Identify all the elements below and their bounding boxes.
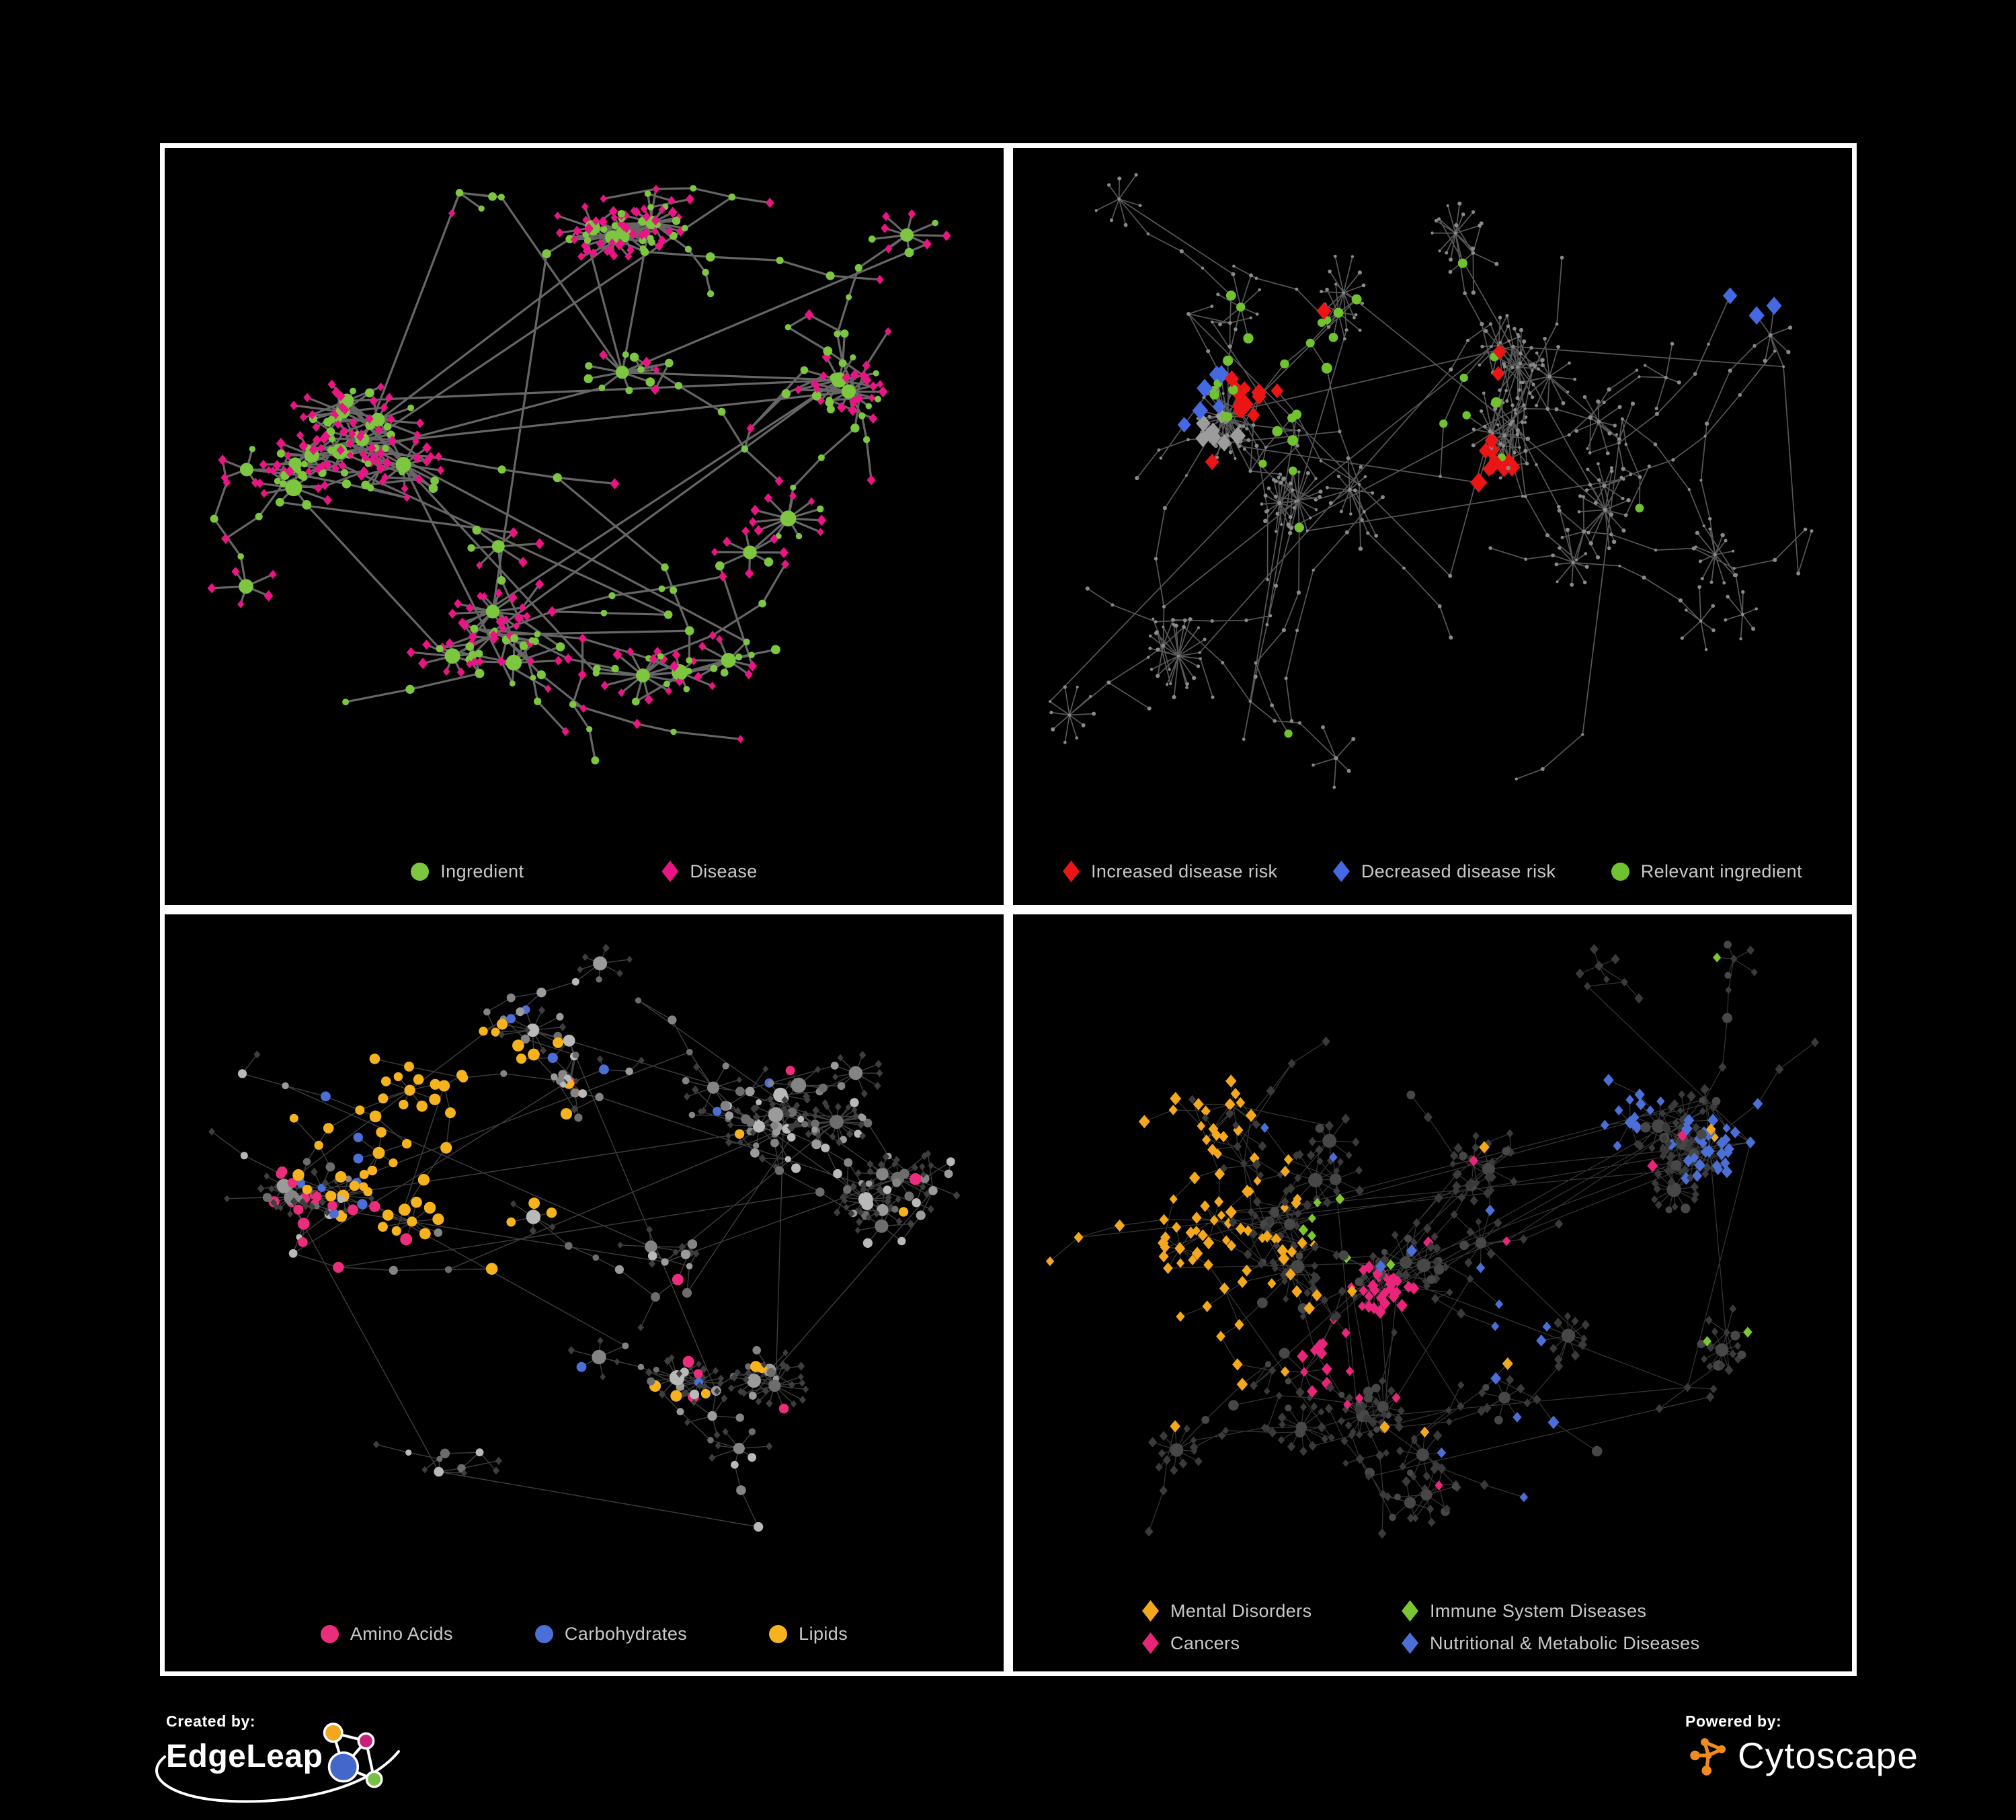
credit-edgeleap: Created by: EdgeLeap [155,1712,408,1805]
nutritional-metabolic-diseases-diamond-icon [1402,1632,1418,1654]
legend-label-decreased-disease-risk: Decreased disease risk [1361,861,1556,881]
cytoscape-wordmark: Cytoscape [1738,1735,1919,1776]
legend-label-lipids: Lipids [799,1624,848,1644]
edgeleap-network-icon [323,1723,383,1788]
legend-disease-classes: Mental Disorders Immune System Diseases Ca… [1142,1600,1699,1654]
powered-by-label: Powered by: [1685,1712,1782,1730]
legend-item-decreased-disease-risk: Decreased disease risk [1332,861,1556,882]
legend-item-immune-system-diseases: Immune System Diseases [1402,1600,1699,1622]
legend-item-relevant-ingredient: Relevant ingredient [1611,861,1802,882]
network-nutrient-classes-canvas [208,943,961,1532]
increased-disease-risk-diamond-icon [1063,861,1080,882]
legend-item-nutritional-metabolic-diseases: Nutritional & Metabolic Diseases [1402,1632,1699,1654]
edgeleap-logo: EdgeLeap [155,1723,408,1805]
legend-label-ingredient: Ingredient [440,861,524,881]
edgeleap-wordmark: EdgeLeap [166,1739,323,1774]
edgeleap-swoosh-icon [155,1750,400,1803]
legend-label-carbohydrates: Carbohydrates [564,1624,688,1644]
legend-disease-risk: Increased disease risk Decreased disease … [1013,861,1852,882]
legend-ingredient-disease: Ingredient Disease [165,861,1004,882]
disease-diamond-icon [661,861,679,882]
lipids-circle-icon [769,1625,788,1643]
legend-label-immune-system-diseases: Immune System Diseases [1430,1600,1647,1621]
panels-grid: Ingredient Disease Increased disease risk… [160,143,1857,1676]
immune-system-diseases-diamond-icon [1402,1600,1418,1622]
panel-disease-risk: Increased disease risk Decreased disease … [1008,143,1857,910]
legend-item-amino-acids: Amino Acids [320,1624,453,1645]
legend-label-cancers: Cancers [1170,1632,1240,1653]
network-ingredient-disease-canvas [207,184,951,764]
created-by-label: Created by: [166,1712,256,1730]
legend-item-disease: Disease [661,861,757,882]
panel-disease-classes: Mental Disorders Immune System Diseases Ca… [1008,910,1857,1676]
legend-item-lipids: Lipids [769,1624,848,1645]
cancers-diamond-icon [1142,1632,1159,1654]
credit-cytoscape: Powered by: Cytoscape [1685,1712,1919,1778]
panel-ingredient-disease: Ingredient Disease [160,143,1008,910]
network-disease-risk-canvas [1048,173,1814,789]
legend-item-mental-disorders: Mental Disorders [1142,1600,1402,1622]
legend-label-relevant-ingredient: Relevant ingredient [1640,861,1802,881]
legend-label-mental-disorders: Mental Disorders [1170,1600,1312,1621]
legend-nutrient-classes: Amino Acids Carbohydrates Lipids [165,1624,1004,1645]
cytoscape-icon [1690,1738,1726,1776]
legend-item-cancers: Cancers [1142,1632,1402,1654]
carbohydrates-circle-icon [534,1625,553,1643]
ingredient-circle-icon [411,862,430,881]
relevant-ingredient-circle-icon [1611,862,1629,881]
legend-label-disease: Disease [690,861,758,881]
mental-disorders-diamond-icon [1142,1600,1159,1622]
amino-acids-circle-icon [320,1625,339,1643]
legend-item-ingredient: Ingredient [411,861,524,882]
legend-label-nutritional-metabolic-diseases: Nutritional & Metabolic Diseases [1430,1632,1700,1653]
network-disease-classes-canvas [1045,941,1819,1539]
decreased-disease-risk-diamond-icon [1332,861,1350,882]
legend-label-increased-disease-risk: Increased disease risk [1091,861,1278,881]
legend-item-carbohydrates: Carbohydrates [534,1624,688,1645]
panel-nutrient-classes: Amino Acids Carbohydrates Lipids [160,910,1008,1676]
legend-label-amino-acids: Amino Acids [350,1624,453,1644]
legend-item-increased-disease-risk: Increased disease risk [1063,861,1277,882]
